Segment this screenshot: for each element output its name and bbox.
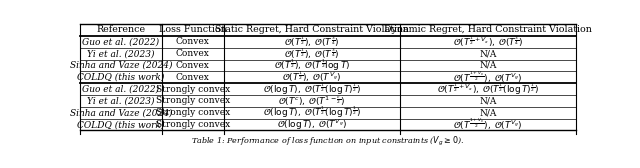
Text: Guo et al. (2022): Guo et al. (2022) [83, 37, 159, 46]
Text: $\mathcal{O}(T^c),\;\mathcal{O}(T^{1-\frac{c}{2}})$: $\mathcal{O}(T^c),\;\mathcal{O}(T^{1-\fr… [278, 94, 346, 108]
Text: Convex: Convex [176, 49, 210, 58]
Bar [80, 24, 576, 134]
Text: $\mathcal{O}(T^{\frac{1}{2}}),\;\mathcal{O}(T^{\frac{1}{2}}\log T)$: $\mathcal{O}(T^{\frac{1}{2}}),\;\mathcal… [274, 58, 350, 73]
Text: Guo et al. (2022): Guo et al. (2022) [83, 85, 159, 94]
Text: COLDQ (this work): COLDQ (this work) [77, 120, 164, 129]
Text: Strongly convex: Strongly convex [156, 120, 230, 129]
Text: $\mathcal{O}(T^{\frac{1}{2}}),\;\mathcal{O}(T^{\frac{3}{4}})$: $\mathcal{O}(T^{\frac{1}{2}}),\;\mathcal… [284, 35, 340, 49]
Text: Dynamic Regret, Hard Constraint Violation: Dynamic Regret, Hard Constraint Violatio… [384, 26, 592, 34]
Text: N/A: N/A [479, 49, 497, 58]
Text: Table 1: Performance of loss function on input constraints ($V_g\geq 0$).: Table 1: Performance of loss function on… [191, 135, 465, 148]
Text: $\mathcal{O}(\log T),\;\mathcal{O}(T^{\frac{1}{2}}(\log T)^{\frac{1}{2}})$: $\mathcal{O}(\log T),\;\mathcal{O}(T^{\f… [263, 105, 361, 120]
Text: Convex: Convex [176, 73, 210, 82]
Text: $\mathcal{O}(T^{\frac{1}{2}+V_x}),\;\mathcal{O}(T^{\frac{1}{2}}(\log T)^{\frac{1: $\mathcal{O}(T^{\frac{1}{2}+V_x}),\;\mat… [437, 81, 539, 97]
Text: COLDQ (this work): COLDQ (this work) [77, 73, 164, 82]
Text: $\mathcal{O}(\log T),\;\mathcal{O}(T^{V_g})$: $\mathcal{O}(\log T),\;\mathcal{O}(T^{V_… [277, 117, 347, 132]
Text: Strongly convex: Strongly convex [156, 108, 230, 117]
Text: Convex: Convex [176, 61, 210, 70]
Text: Yi et al. (2023): Yi et al. (2023) [87, 96, 155, 105]
Text: Strongly convex: Strongly convex [156, 96, 230, 105]
Text: $\mathcal{O}(T^{\frac{1+V_x}{2}}),\;\mathcal{O}(T^{V_g})$: $\mathcal{O}(T^{\frac{1+V_x}{2}}),\;\mat… [453, 70, 523, 85]
Text: $\mathcal{O}(T^{\frac{1+V_x}{2}}),\;\mathcal{O}(T^{V_g})$: $\mathcal{O}(T^{\frac{1+V_x}{2}}),\;\mat… [453, 117, 523, 132]
Text: Sinha and Vaze (2024): Sinha and Vaze (2024) [70, 61, 172, 70]
Text: N/A: N/A [479, 108, 497, 117]
Text: $\mathcal{O}(\log T),\;\mathcal{O}(T^{\frac{1}{2}}(\log T)^{\frac{1}{2}})$: $\mathcal{O}(\log T),\;\mathcal{O}(T^{\f… [263, 81, 361, 97]
Text: Yi et al. (2023): Yi et al. (2023) [87, 49, 155, 58]
Text: $\mathcal{O}(T^{\frac{1}{2}}),\;\mathcal{O}(T^{\frac{3}{4}})$: $\mathcal{O}(T^{\frac{1}{2}}),\;\mathcal… [284, 46, 340, 61]
Text: Sinha and Vaze (2024): Sinha and Vaze (2024) [70, 108, 172, 117]
Text: Reference: Reference [97, 26, 145, 34]
Text: $\mathcal{O}(T^{\frac{1}{2}+V_x}),\;\mathcal{O}(T^{\frac{3}{4}})$: $\mathcal{O}(T^{\frac{1}{2}+V_x}),\;\mat… [452, 35, 523, 49]
Text: Static Regret, Hard Constraint Violation: Static Regret, Hard Constraint Violation [215, 26, 409, 34]
Text: Strongly convex: Strongly convex [156, 85, 230, 94]
Text: N/A: N/A [479, 96, 497, 105]
Text: $\mathcal{O}(T^{\frac{1}{2}}),\;\mathcal{O}(T^{V_g})$: $\mathcal{O}(T^{\frac{1}{2}}),\;\mathcal… [282, 70, 342, 85]
Text: Loss Function: Loss Function [159, 26, 227, 34]
Text: N/A: N/A [479, 61, 497, 70]
Text: Convex: Convex [176, 37, 210, 46]
